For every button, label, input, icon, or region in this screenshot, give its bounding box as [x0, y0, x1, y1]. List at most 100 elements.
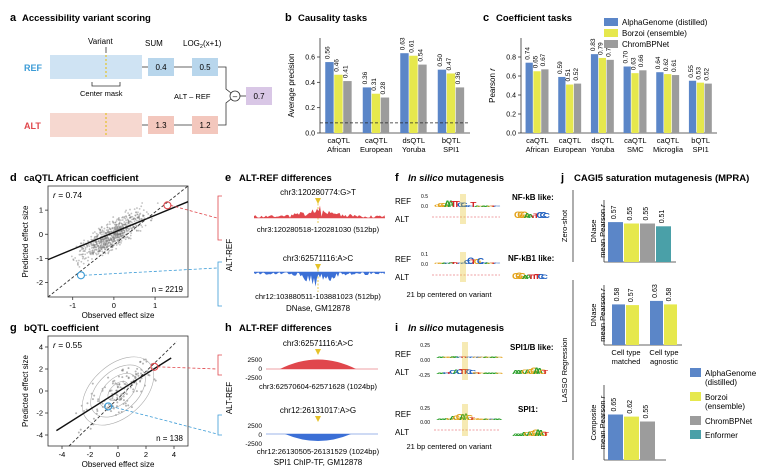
- scatter-point: [75, 412, 78, 415]
- scatter-point: [137, 229, 140, 232]
- scatter-point: [141, 202, 144, 204]
- scatter-point: [70, 255, 73, 258]
- scatter-point: [131, 215, 134, 218]
- scatter-point: [154, 379, 157, 382]
- scatter-point: [91, 258, 93, 260]
- scatter-point: [140, 205, 143, 208]
- scatter-point: [109, 239, 111, 241]
- scatter-point: [116, 231, 118, 234]
- bar: [696, 82, 704, 133]
- output-value: 0.7: [253, 92, 265, 101]
- scatter-point: [101, 246, 104, 249]
- sample-size-label: n = 138: [156, 434, 183, 443]
- scatter-point: [101, 238, 104, 240]
- scatter-point: [100, 239, 103, 241]
- scatter-point: [96, 234, 99, 237]
- scatter-point: [98, 250, 101, 252]
- scatter-point: [130, 212, 133, 215]
- logo-base: A: [444, 199, 451, 209]
- logo-base: A: [515, 370, 523, 376]
- scatter-point: [93, 231, 96, 233]
- scatter-point: [139, 212, 142, 215]
- scatter-point: [94, 243, 97, 246]
- e-track-2: [254, 272, 385, 287]
- scatter-point: [81, 246, 84, 249]
- scatter-point: [133, 226, 135, 229]
- scatter-point: [130, 215, 133, 218]
- scatter-point: [127, 222, 130, 224]
- lasso-label: LASSO Regression: [560, 337, 569, 402]
- logo-base: A: [443, 417, 451, 421]
- scatter-point: [110, 238, 113, 241]
- scatter-point: [129, 220, 132, 223]
- logo-base: A: [449, 416, 457, 422]
- logo-base: G: [540, 431, 548, 438]
- scatter-point: [84, 250, 86, 252]
- scatter-point: [127, 377, 130, 380]
- logo-base: G: [521, 369, 529, 376]
- scatter-point: [127, 229, 130, 232]
- scatter-point: [115, 223, 118, 226]
- scatter-point: [100, 241, 103, 243]
- panel-letter-b: b: [285, 12, 292, 24]
- scatter-point: [116, 239, 118, 241]
- scatter-point: [106, 245, 109, 248]
- scatter-point: [89, 251, 92, 254]
- scatter-point: [105, 229, 108, 232]
- logo-base: G: [472, 417, 480, 421]
- logo-base: A: [518, 432, 526, 437]
- scatter-point: [100, 242, 103, 245]
- y-axis-label: DNase: [589, 304, 598, 327]
- scatter-point: [108, 239, 111, 242]
- scatter-point: [127, 212, 130, 215]
- scatter-point: [136, 213, 139, 216]
- scatter-point: [111, 227, 113, 230]
- scatter-point: [115, 228, 118, 230]
- logo-base: G: [446, 417, 454, 421]
- panel-letter-a: a: [10, 12, 17, 24]
- scatter-point: [124, 223, 126, 226]
- scatter-point: [89, 252, 92, 255]
- x-axis-label: Observed effect size: [82, 460, 155, 469]
- bar-value-label: 0.61: [409, 40, 416, 53]
- category-label: caQTL: [657, 136, 680, 145]
- scatter-point: [104, 232, 107, 235]
- logo-base: C: [449, 370, 457, 376]
- scatter-point: [121, 235, 123, 237]
- correlation-label: r = 0.74: [53, 190, 82, 200]
- scatter-point: [99, 232, 102, 235]
- scatter-point: [140, 218, 143, 221]
- scatter-point: [114, 221, 117, 224]
- bar: [455, 87, 465, 133]
- bar-value-label: 0.67: [540, 53, 547, 66]
- scatter-point: [102, 238, 104, 241]
- scatter-point: [111, 236, 114, 239]
- scatter-point: [89, 427, 92, 430]
- scatter-point: [114, 233, 117, 236]
- logo-base: T: [530, 214, 537, 219]
- scatter-point: [124, 238, 127, 241]
- scatter-point: [118, 226, 121, 229]
- scatter-point: [133, 220, 136, 223]
- scatter-point: [103, 241, 106, 244]
- scatter-point: [118, 243, 121, 246]
- scatter-point: [134, 218, 137, 221]
- legend-sublabel: (ensemble): [705, 402, 745, 411]
- scatter-point: [128, 214, 131, 217]
- scatter-point: [142, 214, 144, 217]
- scatter-point: [115, 236, 117, 239]
- panel-h-ylabel: ALT-REF: [225, 382, 234, 414]
- e-track-1: [254, 205, 385, 218]
- scatter-point: [124, 211, 127, 213]
- scatter-point: [108, 227, 111, 230]
- scatter-point: [125, 228, 128, 231]
- scatter-point: [140, 372, 143, 375]
- scatter-point: [126, 227, 129, 230]
- scatter-point: [109, 228, 112, 231]
- scatter-point: [127, 404, 130, 407]
- bar: [650, 300, 663, 345]
- scatter-point: [87, 240, 89, 242]
- i-motif-1: SPI1/B like:: [510, 343, 554, 352]
- scatter-point: [116, 235, 119, 238]
- logo-base: A: [436, 356, 444, 358]
